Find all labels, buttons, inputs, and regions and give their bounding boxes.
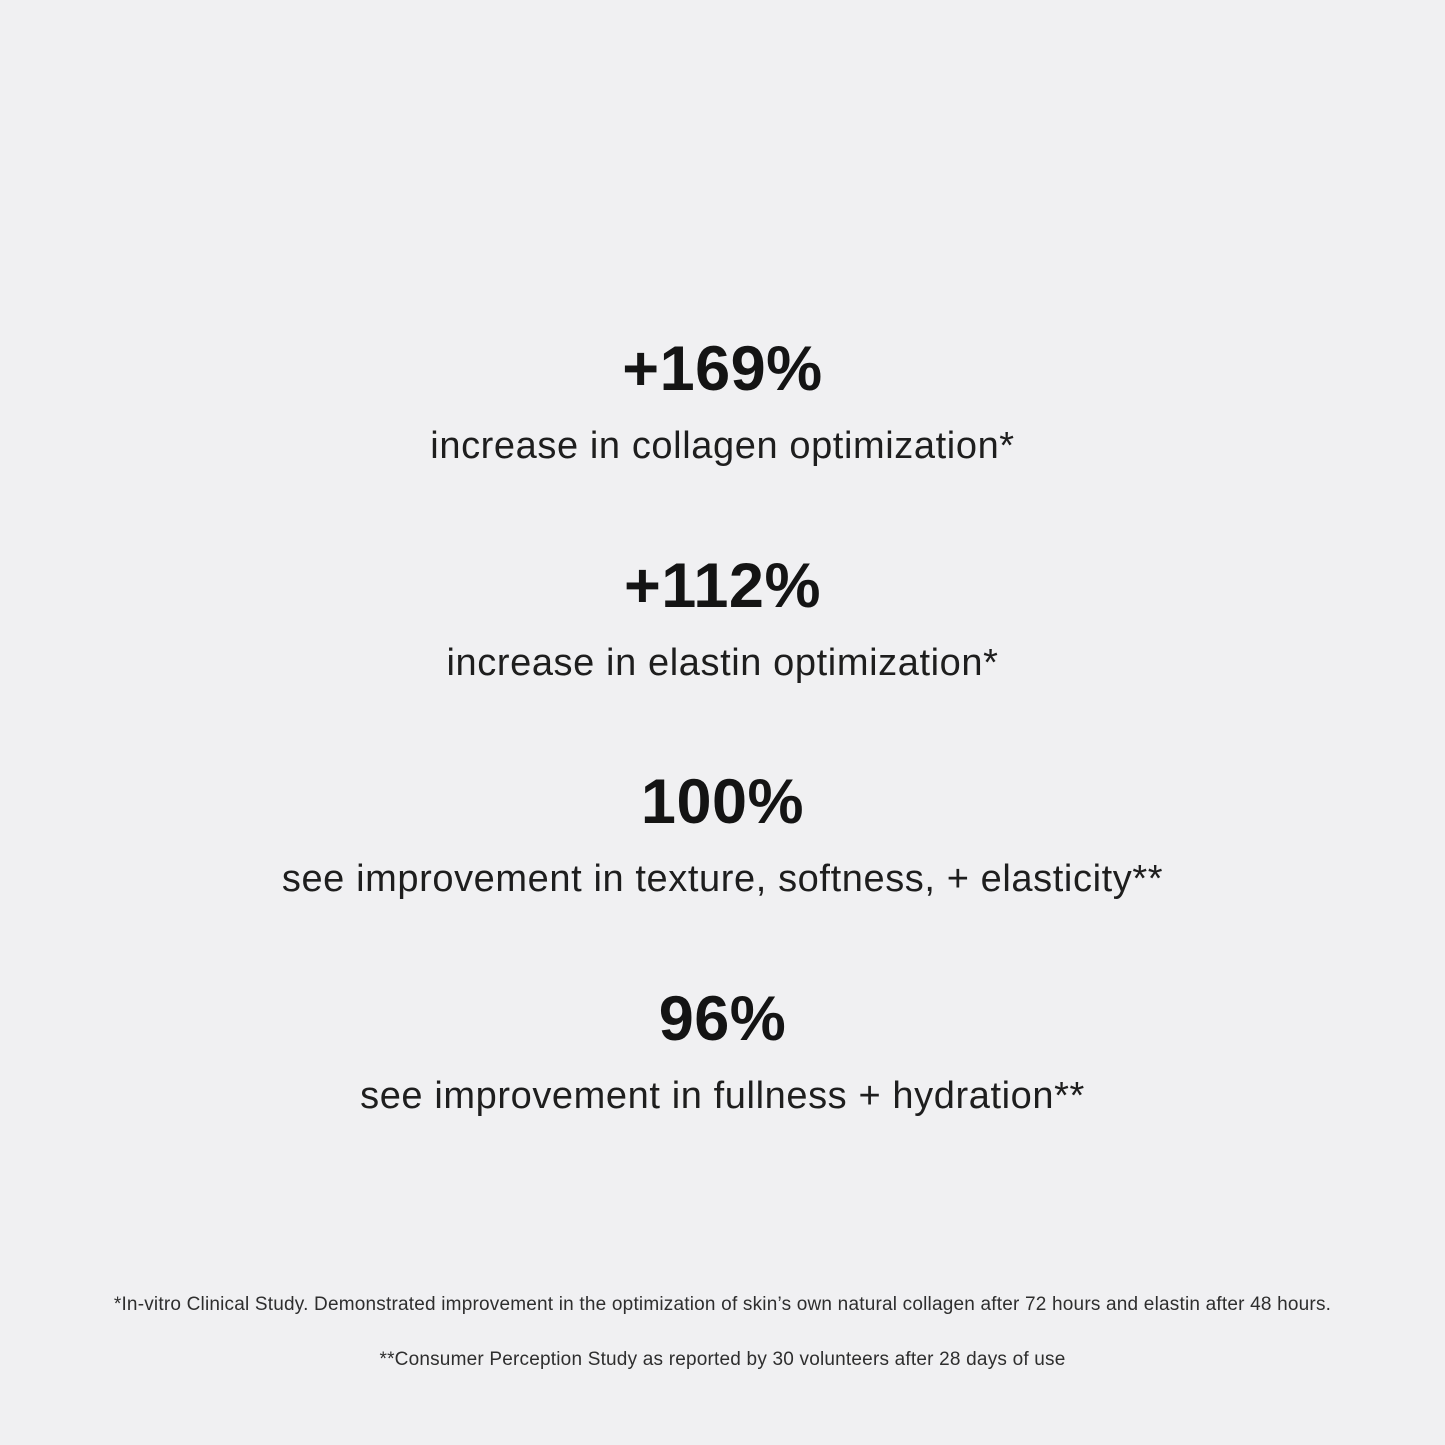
stat-value: 100% <box>640 767 805 837</box>
stats-list: +169% increase in collagen optimization*… <box>0 338 1445 1120</box>
stat-value: +112% <box>624 550 821 621</box>
footnote-invitro-study: *In-vitro Clinical Study. Demonstrated i… <box>113 1294 1332 1315</box>
stat-block-fullness: 96% see improvement in fullness + hydrat… <box>0 983 1445 1121</box>
stat-block-texture: 100% see improvement in texture, softnes… <box>0 771 1445 904</box>
stat-caption: see improvement in texture, softness, + … <box>281 858 1164 900</box>
stat-block-collagen: +169% increase in collagen optimization* <box>0 338 1445 471</box>
stat-block-elastin: +112% increase in elastin optimization* <box>0 550 1445 688</box>
stat-value: +169% <box>622 334 823 404</box>
stat-caption: see improvement in fullness + hydration*… <box>360 1074 1085 1117</box>
stat-caption: increase in elastin optimization* <box>446 641 999 684</box>
stat-caption: increase in collagen optimization* <box>430 425 1015 467</box>
footnotes: *In-vitro Clinical Study. Demonstrated i… <box>0 1293 1445 1372</box>
footnote-consumer-study: **Consumer Perception Study as reported … <box>379 1348 1066 1370</box>
stat-value: 96% <box>658 983 787 1054</box>
